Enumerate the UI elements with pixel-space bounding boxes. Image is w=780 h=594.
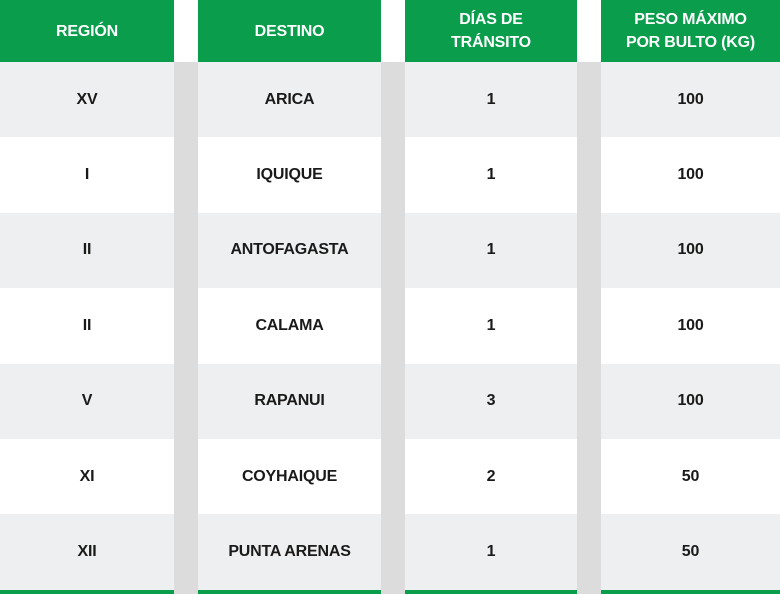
- column-separator: [174, 212, 198, 289]
- column-separator: [381, 62, 405, 138]
- column-separator: [174, 438, 198, 515]
- cell-region: II: [0, 212, 174, 289]
- column-separator: [381, 438, 405, 515]
- column-separator: [381, 212, 405, 289]
- column-separator: [381, 0, 405, 62]
- cell-region: XII: [0, 514, 174, 590]
- column-separator: [577, 514, 601, 590]
- column-separator: [174, 137, 198, 213]
- cell-peso: 100: [601, 137, 780, 213]
- cell-dias: 1: [405, 62, 577, 138]
- column-separator: [577, 438, 601, 515]
- footer-bar: [198, 589, 381, 594]
- column-separator: [577, 212, 601, 289]
- cell-dias: 1: [405, 212, 577, 289]
- column-separator: [381, 288, 405, 364]
- header-peso-line2: POR BULTO (KG): [625, 34, 756, 51]
- header-peso-line1: PESO MÁXIMO: [634, 11, 747, 28]
- cell-destino: PUNTA ARENAS: [198, 514, 381, 590]
- header-region: REGIÓN: [0, 0, 174, 62]
- cell-destino: RAPANUI: [198, 363, 381, 439]
- column-separator: [174, 514, 198, 590]
- column-separator: [174, 0, 198, 62]
- cell-dias: 2: [405, 438, 577, 515]
- header-dias-line1: DÍAS DE: [459, 11, 523, 28]
- cell-destino: ANTOFAGASTA: [198, 212, 381, 289]
- cell-peso: 50: [601, 514, 780, 590]
- column-separator: [174, 288, 198, 364]
- cell-dias: 1: [405, 137, 577, 213]
- column-separator: [174, 62, 198, 138]
- column-separator: [174, 589, 198, 594]
- cell-dias: 3: [405, 363, 577, 439]
- column-separator: [577, 0, 601, 62]
- footer-bar: [601, 589, 780, 594]
- cell-destino: COYHAIQUE: [198, 438, 381, 515]
- cell-peso: 100: [601, 212, 780, 289]
- cell-destino: IQUIQUE: [198, 137, 381, 213]
- cell-region: II: [0, 288, 174, 364]
- column-separator: [577, 62, 601, 138]
- column-separator: [381, 589, 405, 594]
- footer-bar: [0, 589, 174, 594]
- cell-region: I: [0, 137, 174, 213]
- cell-dias: 1: [405, 288, 577, 364]
- cell-region: XI: [0, 438, 174, 515]
- column-separator: [381, 363, 405, 439]
- header-peso: PESO MÁXIMO POR BULTO (KG): [601, 0, 780, 62]
- cell-destino: CALAMA: [198, 288, 381, 364]
- column-separator: [174, 363, 198, 439]
- cell-destino: ARICA: [198, 62, 381, 138]
- cell-region: V: [0, 363, 174, 439]
- header-dias-line2: TRÁNSITO: [451, 34, 531, 51]
- column-separator: [577, 589, 601, 594]
- header-region-label: REGIÓN: [56, 22, 118, 40]
- cell-peso: 100: [601, 363, 780, 439]
- cell-dias: 1: [405, 514, 577, 590]
- cell-peso: 100: [601, 62, 780, 138]
- column-separator: [381, 137, 405, 213]
- header-dias: DÍAS DE TRÁNSITO: [405, 0, 577, 62]
- footer-bar: [405, 589, 577, 594]
- cell-peso: 50: [601, 438, 780, 515]
- cell-peso: 100: [601, 288, 780, 364]
- column-separator: [381, 514, 405, 590]
- cell-region: XV: [0, 62, 174, 138]
- header-destino-label: DESTINO: [254, 22, 325, 40]
- column-separator: [577, 137, 601, 213]
- column-separator: [577, 288, 601, 364]
- column-separator: [577, 363, 601, 439]
- header-destino: DESTINO: [198, 0, 381, 62]
